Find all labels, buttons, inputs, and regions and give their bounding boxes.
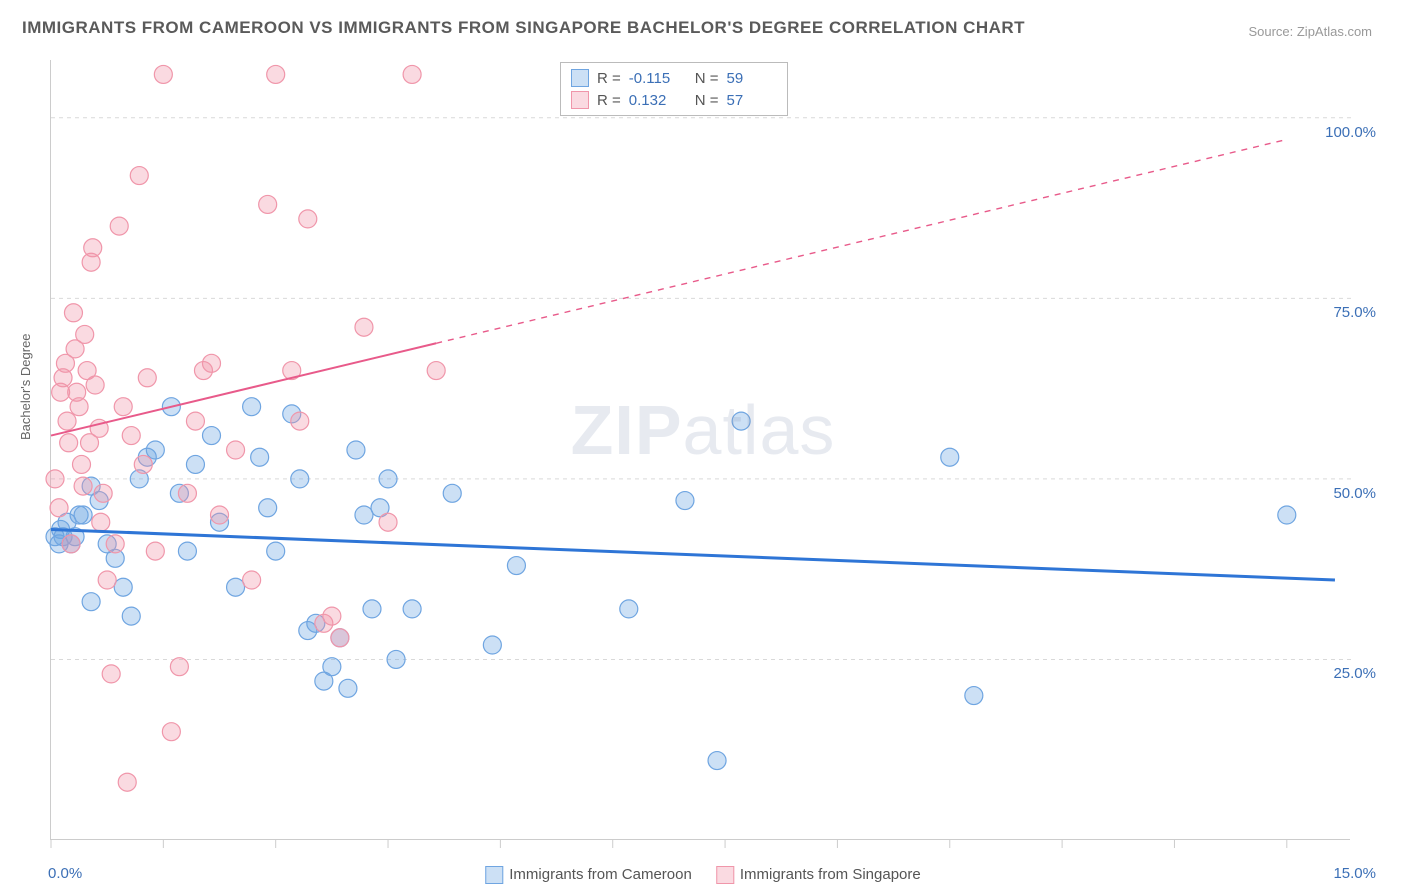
legend-swatch	[716, 866, 734, 884]
stat-r-value: -0.115	[629, 70, 679, 87]
stat-n-label: N =	[695, 70, 719, 87]
x-axis-min-label: 0.0%	[48, 865, 82, 882]
stat-row: R = -0.115 N = 59	[571, 67, 777, 89]
series-swatch	[571, 91, 589, 109]
correlation-stats-box: R = -0.115 N = 59 R = 0.132 N = 57	[560, 62, 788, 116]
legend-item: Immigrants from Singapore	[716, 866, 921, 884]
y-axis-label: Bachelor's Degree	[18, 333, 33, 440]
y-tick-label: 100.0%	[1325, 124, 1376, 141]
legend-item: Immigrants from Cameroon	[485, 866, 692, 884]
chart-canvas	[51, 60, 1351, 840]
stat-r-value: 0.132	[629, 92, 679, 109]
stat-n-value: 59	[727, 70, 777, 87]
legend-swatch	[485, 866, 503, 884]
stat-row: R = 0.132 N = 57	[571, 89, 777, 111]
stat-n-value: 57	[727, 92, 777, 109]
y-tick-label: 25.0%	[1333, 665, 1376, 682]
series-swatch	[571, 69, 589, 87]
legend: Immigrants from Cameroon Immigrants from …	[485, 866, 920, 884]
legend-label: Immigrants from Cameroon	[509, 866, 692, 883]
stat-r-label: R =	[597, 92, 621, 109]
scatter-chart	[50, 60, 1350, 840]
y-tick-label: 50.0%	[1333, 485, 1376, 502]
legend-label: Immigrants from Singapore	[740, 866, 921, 883]
source-attribution: Source: ZipAtlas.com	[1248, 24, 1372, 39]
stat-n-label: N =	[695, 92, 719, 109]
stat-r-label: R =	[597, 70, 621, 87]
x-axis-max-label: 15.0%	[1333, 865, 1376, 882]
y-tick-label: 75.0%	[1333, 304, 1376, 321]
chart-title: IMMIGRANTS FROM CAMEROON VS IMMIGRANTS F…	[22, 18, 1025, 38]
